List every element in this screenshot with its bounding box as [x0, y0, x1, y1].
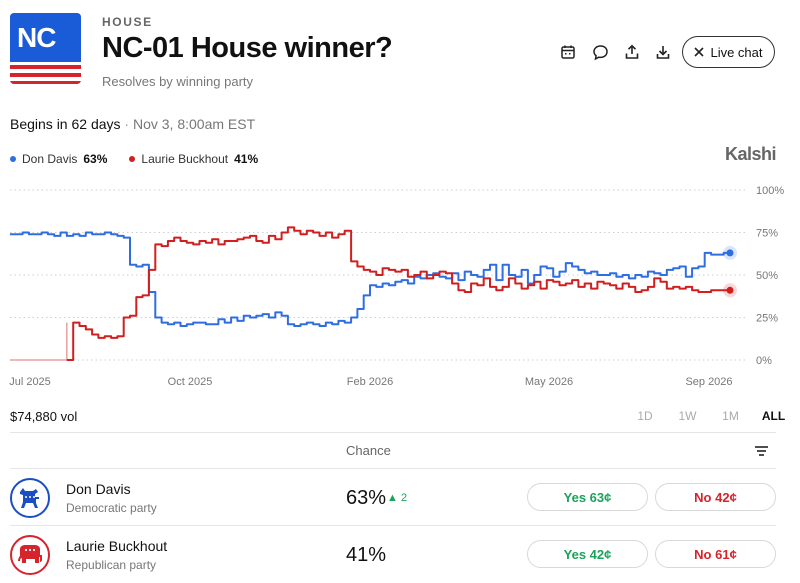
chance-value: 41%	[346, 544, 387, 566]
divider	[10, 525, 776, 526]
live-chat-button[interactable]: Live chat	[682, 36, 775, 68]
range-1d[interactable]: 1D	[637, 409, 653, 423]
begins-text: Begins in 62 days	[10, 116, 121, 132]
endpoint-dot	[726, 249, 734, 257]
candidate-name: Don Davis	[66, 481, 131, 497]
live-chat-label: Live chat	[710, 44, 763, 60]
republican-avatar	[10, 535, 50, 575]
volume-label: $74,880 vol	[10, 409, 78, 424]
legend-dot-blue	[10, 156, 16, 162]
legend-name: Don Davis	[22, 152, 78, 166]
x-tick-label: Feb 2026	[347, 376, 393, 388]
begins-date: Nov 3, 8:00am EST	[132, 116, 256, 132]
close-icon	[694, 47, 705, 57]
buy-no-button[interactable]: No 42¢	[655, 483, 776, 511]
legend-pct: 41%	[234, 152, 259, 166]
elephant-icon	[18, 545, 42, 563]
x-tick-label: May 2026	[525, 376, 573, 388]
price-chart[interactable]: 100% 75% 50% 25% 0% Jul 2025 Oct 2025 Feb 2026 M…	[0, 180, 800, 390]
buy-yes-button[interactable]: Yes 42¢	[527, 540, 648, 568]
x-tick-label: Sep 2026	[685, 376, 732, 388]
range-selector: 1D 1W 1M ALL	[624, 409, 795, 423]
democratic-avatar	[10, 478, 50, 518]
category-label: HOUSE	[102, 15, 153, 29]
range-1w[interactable]: 1W	[678, 409, 697, 423]
x-tick-label: Jul 2025	[9, 376, 51, 388]
donkey-icon	[20, 488, 39, 508]
divider	[10, 432, 776, 433]
comment-icon[interactable]	[589, 41, 611, 63]
y-tick-label: 25%	[756, 313, 778, 325]
chance-header: Chance	[346, 443, 391, 458]
market-status: Begins in 62 days · Nov 3, 8:00am EST	[10, 116, 255, 132]
legend-item-davis: Don Davis 63%	[10, 152, 107, 166]
legend-name: Laurie Buckhout	[141, 152, 229, 166]
legend-item-buckhout: Laurie Buckhout 41%	[129, 152, 258, 166]
logo-text: NC	[10, 13, 81, 62]
candidate-name: Laurie Buckhout	[66, 538, 168, 554]
status-separator: ·	[124, 116, 130, 132]
page-subtitle: Resolves by winning party	[102, 74, 254, 89]
range-1m[interactable]: 1M	[722, 409, 739, 423]
sort-icon[interactable]	[750, 440, 772, 462]
chart-legend: Don Davis 63% Laurie Buckhout 41%	[10, 152, 258, 166]
candidate-party: Republican party	[66, 558, 157, 572]
series-line-pre	[10, 322, 68, 361]
legend-dot-red	[129, 156, 136, 162]
download-icon[interactable]	[652, 41, 674, 63]
x-tick-label: Oct 2025	[168, 376, 213, 388]
buy-yes-button[interactable]: Yes 63¢	[527, 483, 648, 511]
range-all[interactable]: ALL	[761, 409, 786, 423]
y-tick-label: 75%	[756, 228, 778, 240]
brand-logo: Kalshi	[725, 144, 777, 164]
chance-value: 63%	[346, 487, 387, 509]
market-logo: NC	[10, 13, 81, 84]
endpoint-dot	[726, 286, 734, 294]
share-icon[interactable]	[621, 41, 643, 63]
candidate-party: Democratic party	[66, 501, 157, 515]
legend-pct: 63%	[83, 152, 108, 166]
calendar-icon[interactable]	[557, 41, 579, 63]
series-line-davis	[10, 231, 730, 327]
series-line-buckhout	[66, 226, 730, 361]
divider	[10, 468, 776, 469]
y-tick-label: 0%	[756, 355, 772, 367]
page-title: NC-01 House winner?	[102, 32, 393, 64]
y-tick-label: 100%	[756, 185, 784, 197]
chance-change: ▲ 2	[387, 492, 408, 504]
buy-no-button[interactable]: No 61¢	[655, 540, 776, 568]
y-tick-label: 50%	[756, 270, 778, 282]
